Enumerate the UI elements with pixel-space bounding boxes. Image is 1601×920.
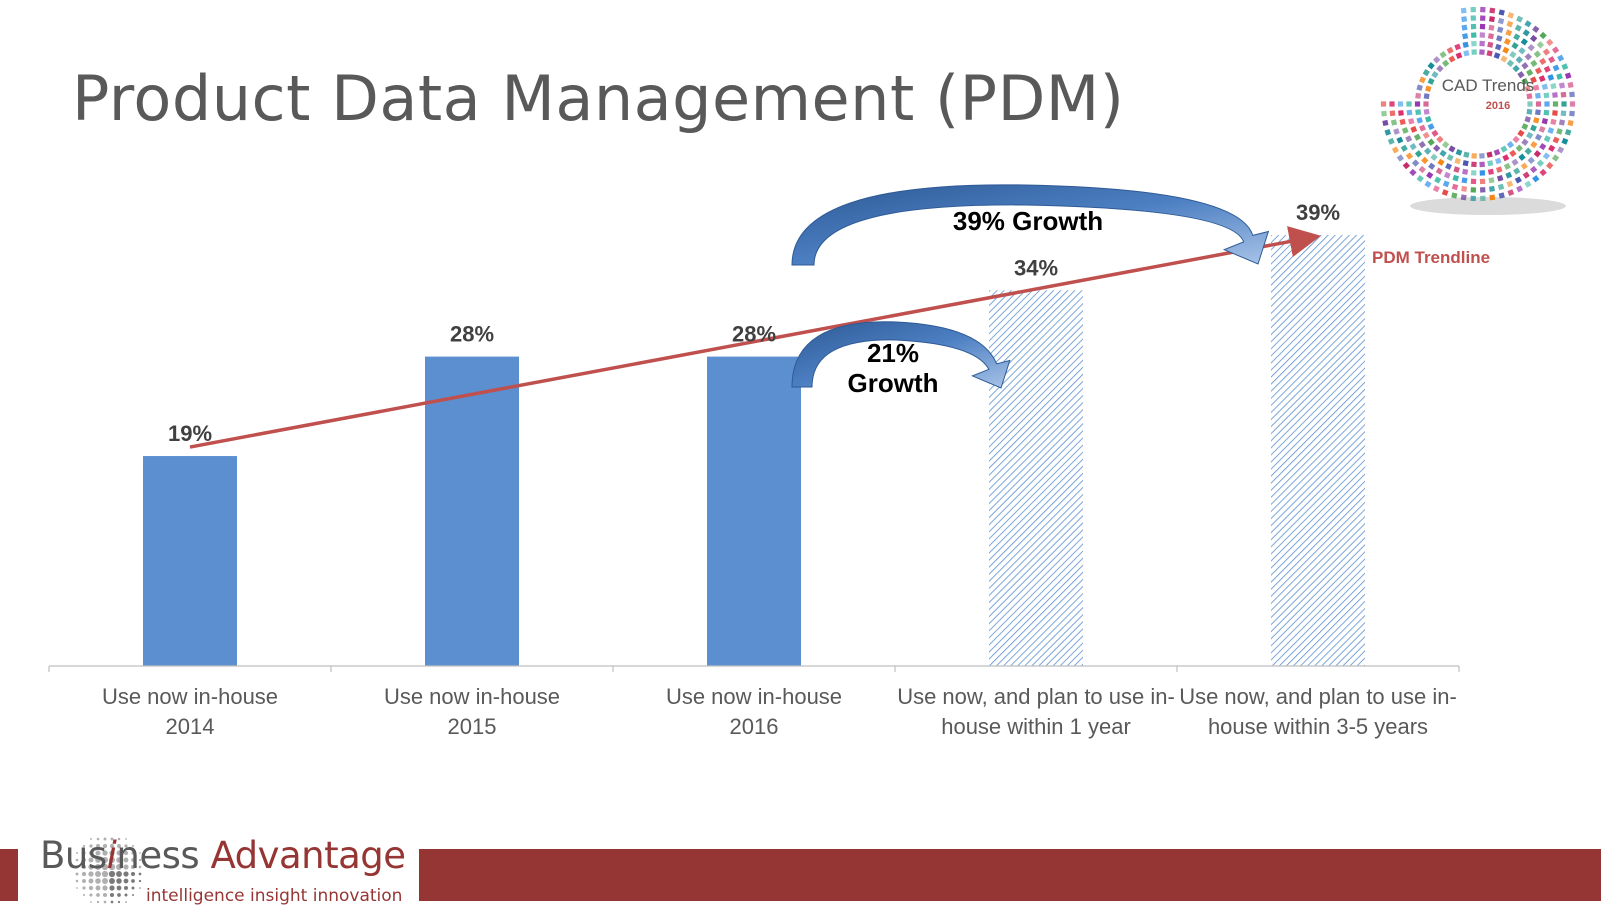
data-label: 34%	[1014, 255, 1058, 280]
data-label: 28%	[450, 322, 494, 347]
page-title: Product Data Management (PDM)	[72, 62, 1125, 135]
cad-trends-badge: CAD Trends 2016	[1380, 6, 1596, 222]
bar	[707, 356, 801, 666]
growth-arrow-large	[791, 184, 1270, 266]
x-axis: Use now in-house 2014 Use now in-house 2015…	[48, 665, 1460, 739]
bars-layer	[143, 235, 1365, 667]
badge-rings-graphic	[1380, 6, 1576, 202]
footer-bar-left	[0, 849, 18, 901]
bar-projected	[1271, 235, 1365, 667]
data-label: 39%	[1296, 200, 1340, 225]
badge-year: 2016	[1486, 100, 1510, 112]
data-labels-layer: 19% 28% 28% 34% 39%	[168, 200, 1340, 446]
bar	[143, 456, 237, 666]
brand-tagline: intelligence insight innovation	[146, 886, 403, 906]
trendline	[189, 226, 1321, 449]
growth-label-small: 21% Growth	[848, 338, 939, 398]
bar-projected	[989, 290, 1083, 666]
x-tick-label: Use now in-house 2014	[102, 684, 278, 739]
business-advantage-logo: Business Advantage intelligence insight …	[36, 826, 416, 916]
data-label: 28%	[732, 322, 776, 347]
x-tick-label: Use now in-house 2015	[384, 684, 560, 739]
x-tick-label: Use now, and plan to use in-house within…	[1179, 684, 1457, 739]
x-tick-label: Use now in-house 2016	[666, 684, 842, 739]
growth-label-large: 39% Growth	[953, 206, 1103, 236]
badge-shadow	[1410, 197, 1566, 215]
badge-label: CAD Trends	[1442, 76, 1535, 95]
growth-annotations: 39% Growth 21% Growth	[791, 184, 1270, 398]
trendline-layer: PDM Trendline	[189, 226, 1490, 449]
brand-name: Business Advantage	[40, 834, 406, 877]
pdm-bar-chart: Use now in-house 2014 Use now in-house 2015…	[48, 184, 1490, 739]
footer-bar	[419, 849, 1601, 901]
bar	[425, 356, 519, 666]
growth-arrow-small	[791, 321, 1011, 389]
data-label: 19%	[168, 421, 212, 446]
trendline-label: PDM Trendline	[1372, 248, 1490, 267]
globe-icon	[75, 837, 142, 904]
x-tick-label: Use now, and plan to use in-house within…	[897, 684, 1175, 739]
